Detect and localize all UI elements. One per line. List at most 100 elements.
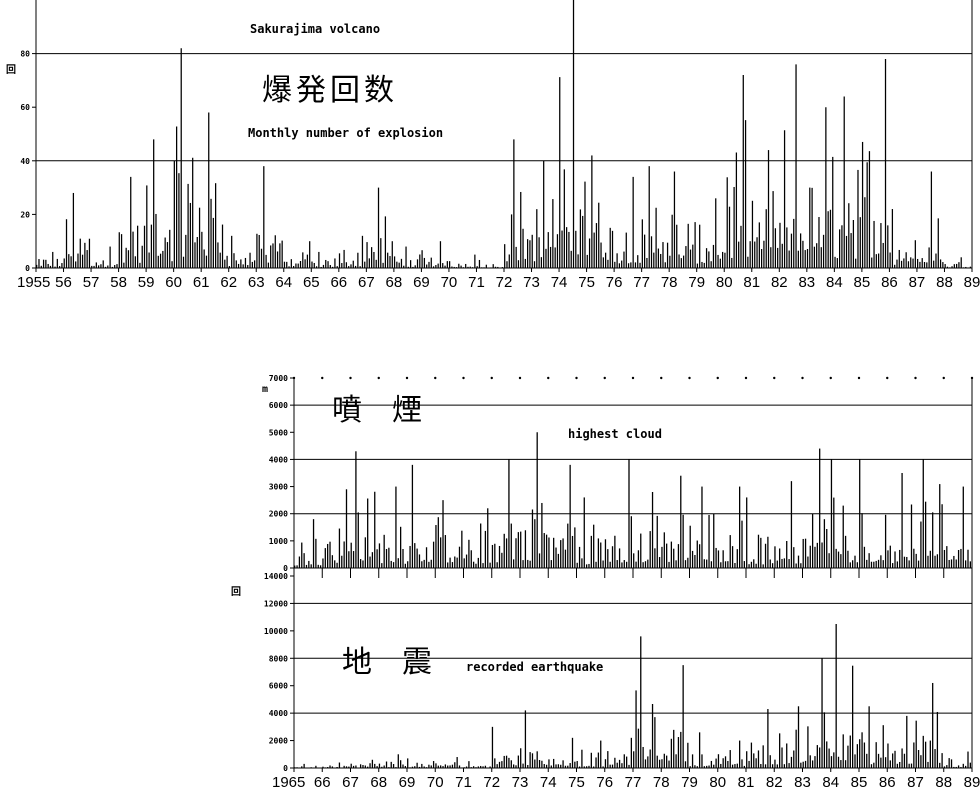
chart3-y-tick-label: 6000 [269,682,288,691]
chart3-x-tick-label: 73 [512,774,529,791]
chart1-title-jp: 爆発回数 [262,73,398,108]
chart1-y-unit: 回 [6,64,16,76]
chart3-x-tick-label: 66 [314,774,331,791]
chart3-x-tick-label: 83 [794,774,811,791]
chart2-year-marker [688,376,691,380]
chart2-y-tick-label: 3000 [269,483,288,492]
chart2-year-marker [773,376,776,380]
chart1-x-tick-label: 84 [826,274,843,291]
chart2-year-marker [744,376,748,380]
chart3-x-tick-label: 82 [766,774,783,791]
chart3-title-jp: 地 震 [342,645,432,680]
chart1-x-tick-label: 73 [523,274,540,291]
chart1-x-tick-label: 69 [413,274,430,291]
chart1-x-tick-label: 62 [220,274,237,291]
chart3-x-tick-label: 86 [879,774,896,791]
chart3-x-tick-label: 72 [483,774,500,791]
chart2-year-marker [829,376,832,380]
chart2-year-marker [914,376,917,380]
chart2-year-marker [631,376,635,380]
chart3-x-tick-label: 68 [370,774,387,791]
chart1-title: Sakurajima volcano [250,22,380,36]
chart2-y-tick-label: 5000 [269,428,288,437]
chart1-x-tick-label: 75 [578,274,595,291]
chart-marks-group: 0 20 40 60 80 1955 56 57 58 59 60 61 62 63 64 65 66 67 68 6… [17,0,980,791]
chart1-x-tick-label: 64 [275,274,292,291]
chart1-x-tick-label: 63 [248,274,265,291]
chart3-x-tick-label: 81 [738,774,755,791]
chart3-x-tick-label: 87 [907,774,924,791]
chart2-year-marker [349,376,352,380]
chart3-y-tick-label: 12000 [264,599,288,608]
chart2-year-marker [801,376,804,380]
chart3-x-tick-label: 89 [964,774,980,791]
chart1-x-tick-label: 72 [496,274,513,291]
chart1-x-tick-label: 60 [165,274,182,291]
chart1-x-tick-label: 78 [661,274,678,291]
chart3-y-tick-label: 4000 [269,709,288,718]
chart3-x-tick-label: 67 [342,774,359,791]
chart3-x-tick-label: 75 [568,774,585,791]
chart1-subtitle: Monthly number of explosion [248,126,443,140]
chart2-y-tick-label: 7000 [269,374,288,383]
chart3-x-tick-label: 71 [455,774,472,791]
chart3-x-tick-label: 79 [681,774,698,791]
chart2-title-jp: 噴 煙 [332,393,422,428]
chart2-year-marker [886,376,889,380]
chart1-x-tick-label: 89 [964,274,980,291]
chart3-y-tick-label: 10000 [264,627,288,636]
chart2-year-marker [321,376,324,380]
chart1-x-tick-label: 82 [771,274,788,291]
chart1-y-tick-label: 80 [20,50,30,59]
chart1-x-tick-label: 83 [798,274,815,291]
chart1-x-tick-label: 61 [193,274,210,291]
chart1-x-tick-label: 68 [386,274,403,291]
chart1-y-tick-label: 20 [20,210,30,219]
chart2-year-marker [405,376,409,380]
chart1-x-tick-label: 85 [854,274,871,291]
chart1-x-tick-label: 59 [138,274,155,291]
chart3-y-tick-label: 2000 [269,737,288,746]
chart2-year-marker [660,376,663,380]
chart1-x-tick-label: 88 [936,274,953,291]
chart3-x-tick-label: 77 [625,774,642,791]
chart1-x-tick-label: 87 [909,274,926,291]
chart3-y-tick-label: 0 [283,764,288,773]
chart3-x-tick-label: 88 [935,774,952,791]
chart1-x-tick-label: 81 [743,274,760,291]
chart3-x-tick-label: 69 [399,774,416,791]
chart2-y-tick-label: 2000 [269,510,288,519]
chart2-year-marker [970,376,974,380]
chart1-y-tick-label: 0 [25,264,30,273]
chart2-year-marker [434,376,437,380]
chart3-subtitle: recorded earthquake [466,660,603,674]
chart2-y-tick-label: 1000 [269,537,288,546]
chart1-x-tick-label: 1955 [17,274,50,291]
chart2-y-tick-label: 6000 [269,401,288,410]
chart3-x-tick-label: 80 [709,774,726,791]
chart2-year-marker [518,376,522,380]
chart3-x-tick-label: 76 [596,774,613,791]
chart2-year-marker [292,376,296,380]
chart1-x-tick-label: 65 [303,274,320,291]
chart2-y-tick-label: 0 [283,564,288,573]
chart1-x-tick-label: 71 [468,274,485,291]
chart1-x-tick-label: 80 [716,274,733,291]
chart3-x-tick-label: 84 [822,774,839,791]
chart2-y-tick-label: 4000 [269,455,288,464]
chart3-x-tick-label: 1965 [272,774,305,791]
chart1-x-tick-label: 77 [633,274,650,291]
chart2-year-marker [857,376,861,380]
chart2-year-marker [716,376,719,380]
chart2-year-marker [377,376,380,380]
chart1-x-tick-label: 86 [881,274,898,291]
chart1-x-tick-label: 67 [358,274,375,291]
chart1-x-tick-label: 57 [83,274,100,291]
chart2-year-marker [575,376,578,380]
chart1-x-tick-label: 66 [330,274,347,291]
chart3-y-tick-label: 8000 [269,654,288,663]
chart1-x-tick-label: 70 [441,274,458,291]
chart3-x-tick-label: 74 [540,774,557,791]
chart2-subtitle: highest cloud [568,427,662,441]
